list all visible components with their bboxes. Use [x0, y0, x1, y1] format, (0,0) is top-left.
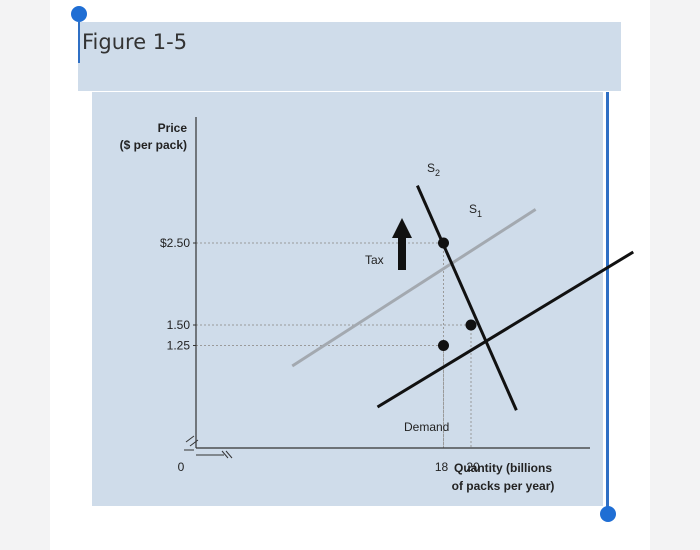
selection-edge — [606, 92, 609, 515]
x-axis-label-line2: of packs per year) — [452, 479, 555, 493]
x-axis-label-line1: Quantity (billions — [454, 461, 552, 475]
y-axis-label-line2: ($ per pack) — [120, 138, 187, 152]
y-tick-label: 1.25 — [167, 339, 191, 353]
equilibrium-point — [438, 237, 449, 249]
y-tick-label: $2.50 — [160, 236, 190, 250]
y-tick-label: 1.50 — [167, 318, 191, 332]
series-label-s1: S1 — [469, 202, 482, 219]
series-label-s2: S2 — [427, 161, 440, 178]
selection-handle-start[interactable] — [71, 6, 87, 22]
equilibrium-point — [465, 319, 477, 331]
y-axis-label-line1: Price — [158, 121, 188, 135]
series-line-s1 — [376, 250, 635, 409]
figure-title-bar — [78, 22, 621, 91]
x-tick-label: 18 — [435, 460, 449, 474]
tax-up-arrow-icon — [392, 218, 412, 270]
selection-handle-end[interactable] — [600, 506, 616, 522]
series-label-demand: Demand — [404, 420, 449, 434]
origin-label: 0 — [178, 460, 185, 474]
axis-break-icon — [184, 435, 233, 459]
figure-panel — [92, 92, 603, 506]
text-cursor — [78, 22, 80, 63]
series-line-s2 — [291, 208, 537, 368]
x-tick-label: 20 — [466, 460, 480, 474]
series-line-demand — [416, 184, 518, 411]
tax-label: Tax — [365, 253, 384, 267]
equilibrium-point — [438, 340, 449, 351]
figure-title: Figure 1-5 — [82, 30, 188, 54]
